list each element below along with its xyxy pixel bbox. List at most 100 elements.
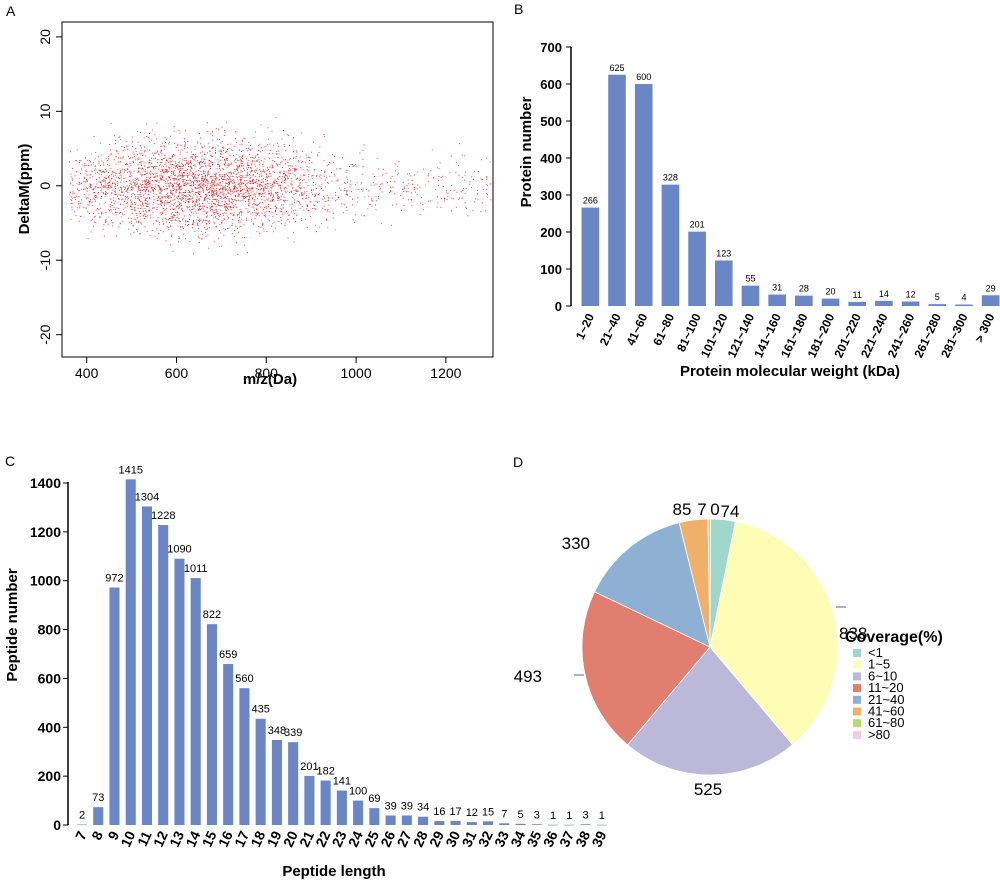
panel-b-data-label: 266 bbox=[583, 196, 598, 206]
panel-c-y-tick-label: 1400 bbox=[30, 475, 61, 491]
panel-c-y-tick-label: 1200 bbox=[30, 524, 61, 540]
panel-c-bar bbox=[580, 824, 591, 825]
panel-c-bar bbox=[93, 807, 104, 825]
panel-b-data-label: 14 bbox=[879, 289, 889, 299]
panel-c-data-label: 1 bbox=[550, 810, 556, 822]
panel-c-bar bbox=[320, 780, 331, 825]
panel-a-x-tick-label: 400 bbox=[75, 365, 99, 381]
panel-c-x-label: Peptide length bbox=[282, 863, 385, 880]
panel-d-legend-label: 6~10 bbox=[868, 668, 897, 683]
panel-c-bar bbox=[174, 558, 185, 825]
panel-b-bar bbox=[581, 207, 600, 306]
panel-label-d: D bbox=[513, 454, 523, 470]
panel-b-y-axis: 0 100 200 300 400 500 600 700 bbox=[540, 40, 571, 314]
panel-c-x-tick-label: 23 bbox=[329, 828, 350, 849]
panel-b-data-label: 625 bbox=[610, 63, 625, 73]
panel-c-data-label: 3 bbox=[582, 809, 588, 821]
panel-d-slice-label: 0 bbox=[710, 500, 719, 519]
panel-b-bar bbox=[981, 295, 1000, 306]
panel-b-data-label: 55 bbox=[745, 274, 755, 284]
panel-a-y-axis: -20 -10 0 10 20 bbox=[37, 29, 62, 345]
panel-d-pie-slice bbox=[581, 591, 711, 746]
panel-b-bar bbox=[608, 74, 626, 306]
panel-c-y-label: Peptide number bbox=[4, 568, 21, 682]
panel-b-data-label: 600 bbox=[636, 72, 651, 82]
panel-b-data-label: 12 bbox=[906, 290, 916, 300]
panel-c-x-tick-label: 8 bbox=[88, 828, 106, 842]
panel-d-legend-swatch bbox=[853, 695, 861, 704]
panel-c-bar bbox=[239, 688, 250, 825]
panel-c-y-axis: 0 200 400 600 800 1000 1200 1400 bbox=[30, 475, 68, 833]
panel-a-y-tick-label: 20 bbox=[37, 29, 53, 45]
panel-d-slice-label: 74 bbox=[721, 502, 740, 521]
panel-c-y-tick-label: 1000 bbox=[30, 573, 61, 589]
panel-a-scatter-cloud bbox=[68, 116, 492, 255]
panel-a-x-tick-label: 600 bbox=[165, 365, 189, 381]
panel-b-y-tick-label: 600 bbox=[540, 77, 562, 92]
panel-c-y-tick-label: 0 bbox=[53, 817, 61, 833]
panel-c-x-tick-label: 38 bbox=[572, 828, 593, 849]
panel-c-bar bbox=[547, 824, 559, 826]
panel-c-data-label: 1 bbox=[599, 810, 605, 822]
panel-a-x-tick-label: 1200 bbox=[430, 365, 461, 381]
panel-c-x-tick-label: 19 bbox=[264, 828, 285, 849]
panel-label-c: C bbox=[5, 453, 15, 469]
panel-c-bar bbox=[206, 624, 217, 825]
panel-d-legend-swatch bbox=[853, 684, 861, 693]
panel-c-data-label: 1228 bbox=[151, 510, 175, 522]
panel-b-y-tick-label: 200 bbox=[540, 225, 562, 240]
panel-d-slice-label: 330 bbox=[562, 534, 590, 553]
panel-d-legend-label: 41~60 bbox=[868, 704, 905, 719]
panel-c-x-tick-label: 14 bbox=[182, 828, 203, 849]
panel-c-bar bbox=[515, 823, 526, 825]
panel-c-bars: 2773897291415101304111228121090131011148… bbox=[72, 464, 610, 849]
panel-c-x-tick-label: 12 bbox=[150, 828, 171, 849]
panel-b-x-tick-label: 61~80 bbox=[650, 311, 677, 348]
panel-b-bar bbox=[955, 304, 973, 306]
panel-d-pie-slice bbox=[707, 518, 711, 648]
panel-c-bar bbox=[223, 664, 234, 825]
panel-c-bar bbox=[336, 790, 347, 825]
panel-b: B 0 100 200 300 400 500 600 700 266 1~20 625 21~40… bbox=[514, 1, 1000, 380]
panel-d-legend-label: 11~20 bbox=[868, 680, 904, 695]
panel-b-bar bbox=[795, 295, 813, 306]
panel-c-bar bbox=[125, 479, 136, 825]
panel-c-x-tick-label: 11 bbox=[134, 828, 155, 848]
panel-b-data-label: 29 bbox=[986, 283, 996, 293]
panel-d-pie-slice bbox=[594, 522, 711, 648]
panel-c-data-label: 1090 bbox=[167, 544, 191, 556]
panel-c-bar bbox=[369, 808, 380, 825]
panel-c-bar bbox=[288, 742, 299, 825]
panel-c-bar bbox=[255, 718, 266, 825]
panel-b-bar bbox=[661, 184, 680, 306]
panel-c-x-tick-label: 18 bbox=[247, 828, 268, 849]
panel-a-x-label: m/z(Da) bbox=[243, 371, 297, 388]
panel-label-b: B bbox=[514, 1, 523, 17]
panel-d-legend-swatch bbox=[853, 660, 861, 669]
panel-b-bar bbox=[714, 260, 733, 306]
panel-b-y-tick-label: 100 bbox=[540, 262, 562, 277]
panel-c-x-tick-label: 37 bbox=[556, 828, 577, 849]
panel-d: D 74 838 525 493 330 85 7 0 Coverage(%) <11~56~… bbox=[513, 454, 943, 799]
panel-c-data-label: 1011 bbox=[184, 563, 208, 575]
panel-b-data-label: 123 bbox=[716, 248, 731, 258]
panel-d-pie-slice bbox=[709, 521, 839, 746]
panel-b-x-tick-label: 1~20 bbox=[573, 311, 597, 342]
panel-c-data-label: 659 bbox=[219, 649, 237, 661]
panel-c-bar bbox=[450, 820, 461, 825]
panel-d-legend-title: Coverage(%) bbox=[845, 629, 943, 646]
panel-b-x-tick-label: 81~100 bbox=[674, 311, 704, 354]
panel-c-bar bbox=[141, 506, 153, 825]
panel-a-y-tick-label: 10 bbox=[37, 103, 53, 119]
panel-b-bar bbox=[901, 301, 920, 306]
panel-b-y-tick-label: 0 bbox=[555, 299, 562, 314]
panel-c-x-tick-label: 32 bbox=[475, 828, 496, 849]
panel-c-x-tick-label: 24 bbox=[345, 828, 366, 849]
panel-b-data-label: 11 bbox=[853, 290, 862, 300]
panel-c-bar bbox=[304, 775, 315, 825]
panel-c-x-tick-label: 20 bbox=[280, 828, 301, 849]
panel-c-x-tick-label: 26 bbox=[377, 828, 398, 849]
panel-c-data-label: 7 bbox=[501, 808, 507, 820]
